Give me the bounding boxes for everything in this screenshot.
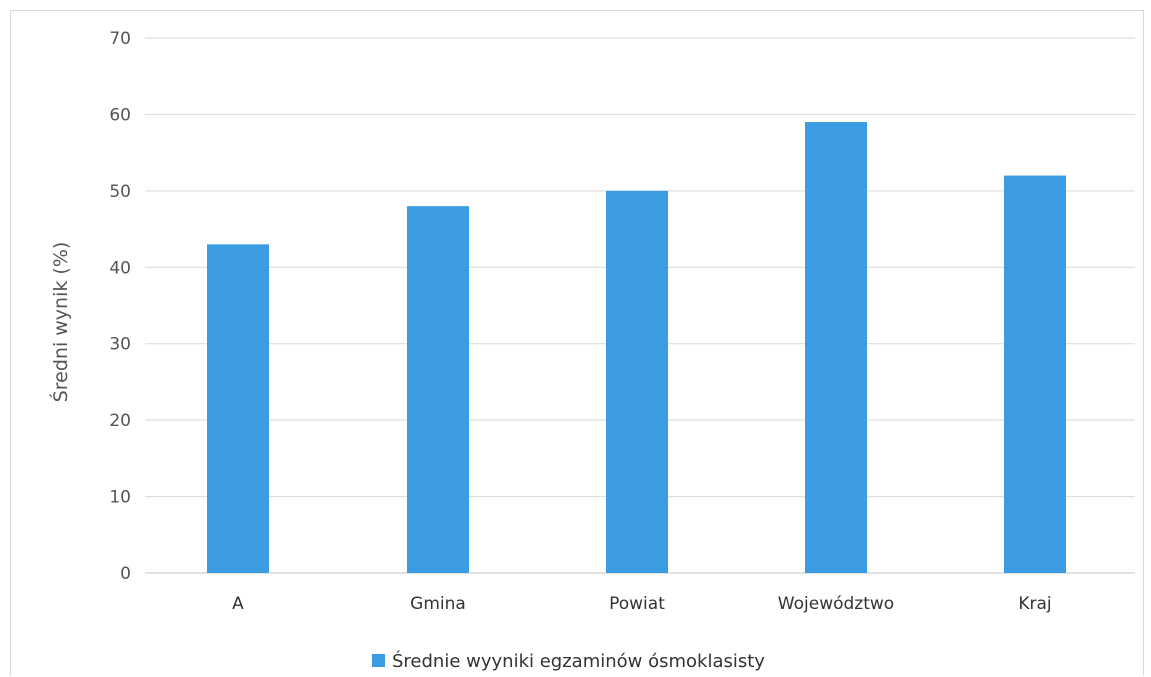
y-tick-label: 60	[109, 105, 131, 125]
y-tick-label: 0	[120, 564, 131, 584]
x-tick-label: Województwo	[778, 594, 894, 614]
y-tick-label: 10	[109, 488, 131, 508]
x-tick-label: Powiat	[609, 594, 665, 614]
legend-label: Średnie wyyniki egzaminów ósmoklasisty	[392, 650, 765, 672]
bar-województwo	[805, 122, 867, 574]
y-tick-label: 70	[109, 29, 131, 49]
bar-kraj	[1004, 175, 1066, 574]
x-tick-label: Kraj	[1018, 594, 1051, 614]
y-tick-label: 50	[109, 182, 131, 202]
legend: Średnie wyyniki egzaminów ósmoklasisty	[372, 650, 765, 672]
y-tick-label: 40	[109, 258, 131, 278]
y-axis-ticks: 0 10 20 30 40 50 60 70	[109, 29, 131, 584]
bar-gmina	[407, 206, 469, 573]
chart-frame	[10, 10, 1144, 676]
bar-a	[207, 244, 269, 573]
bars	[207, 122, 1066, 574]
legend-swatch	[372, 654, 385, 667]
x-tick-label: A	[232, 594, 244, 614]
bar-powiat	[606, 190, 668, 573]
x-tick-label: Gmina	[410, 594, 466, 614]
y-axis-title: Średni wynik (%)	[48, 242, 72, 403]
x-axis-labels: A Gmina Powiat Województwo Kraj	[232, 594, 1051, 614]
y-tick-label: 20	[109, 411, 131, 431]
y-tick-label: 30	[109, 335, 131, 355]
